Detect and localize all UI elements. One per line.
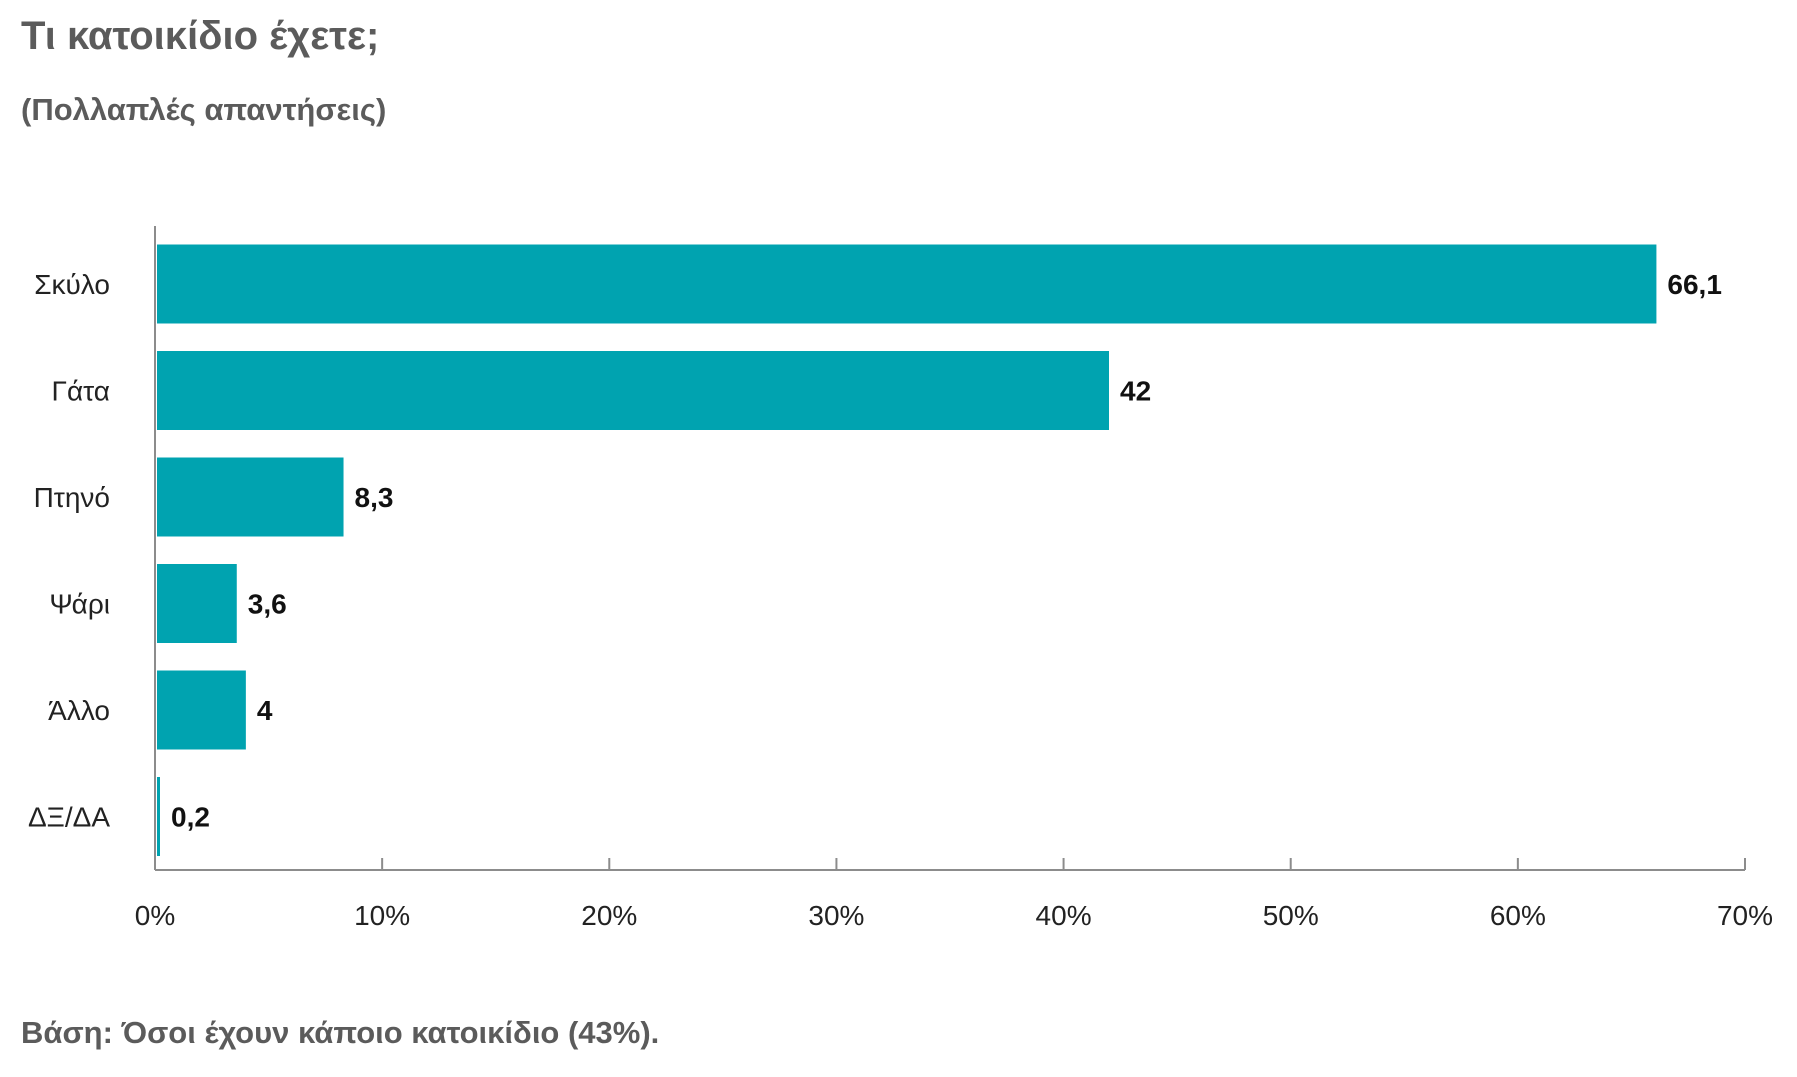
x-tick-label: 40% — [1036, 900, 1092, 931]
x-tick-label: 70% — [1717, 900, 1773, 931]
base-footnote: Βάση: Όσοι έχουν κάποιο κατοικίδιο (43%)… — [21, 1015, 660, 1050]
category-label: Άλλο — [48, 695, 110, 726]
x-tick-label: 50% — [1263, 900, 1319, 931]
x-tick-label: 20% — [581, 900, 637, 931]
x-tick-label: 30% — [808, 900, 864, 931]
chart-title: Τι κατοικίδιο έχετε; — [21, 14, 380, 58]
value-label: 42 — [1120, 376, 1151, 407]
value-label: 3,6 — [248, 589, 287, 620]
bar — [157, 244, 1657, 324]
category-label: Γάτα — [52, 376, 110, 407]
x-tick-label: 10% — [354, 900, 410, 931]
value-label: 66,1 — [1667, 269, 1722, 300]
chart-subtitle: (Πολλαπλές απαντήσεις) — [21, 92, 387, 127]
bar — [157, 351, 1109, 430]
x-tick-label: 60% — [1490, 900, 1546, 931]
bar — [157, 670, 246, 750]
x-tick-label: 0% — [135, 900, 175, 931]
value-label: 8,3 — [355, 482, 394, 513]
labels-layer: Σκύλο 66,1 Γάτα 42 Πτηνό 8,3 Ψάρι 3,6 Άλλο 4 ΔΞ/ΔΑ… — [28, 269, 1722, 833]
bar — [157, 777, 160, 856]
category-label: Ψάρι — [49, 589, 110, 620]
category-label: Σκύλο — [34, 269, 110, 300]
bar — [157, 457, 344, 537]
value-label: 0,2 — [171, 802, 210, 833]
category-label: Πτηνό — [34, 482, 110, 513]
bars-layer — [157, 244, 1657, 856]
bar — [157, 564, 237, 643]
axis-layer: 0% 10% 20% 30% 40% 50% 60% 70% — [135, 226, 1773, 931]
value-label: 4 — [257, 695, 273, 726]
category-label: ΔΞ/ΔΑ — [28, 802, 110, 833]
